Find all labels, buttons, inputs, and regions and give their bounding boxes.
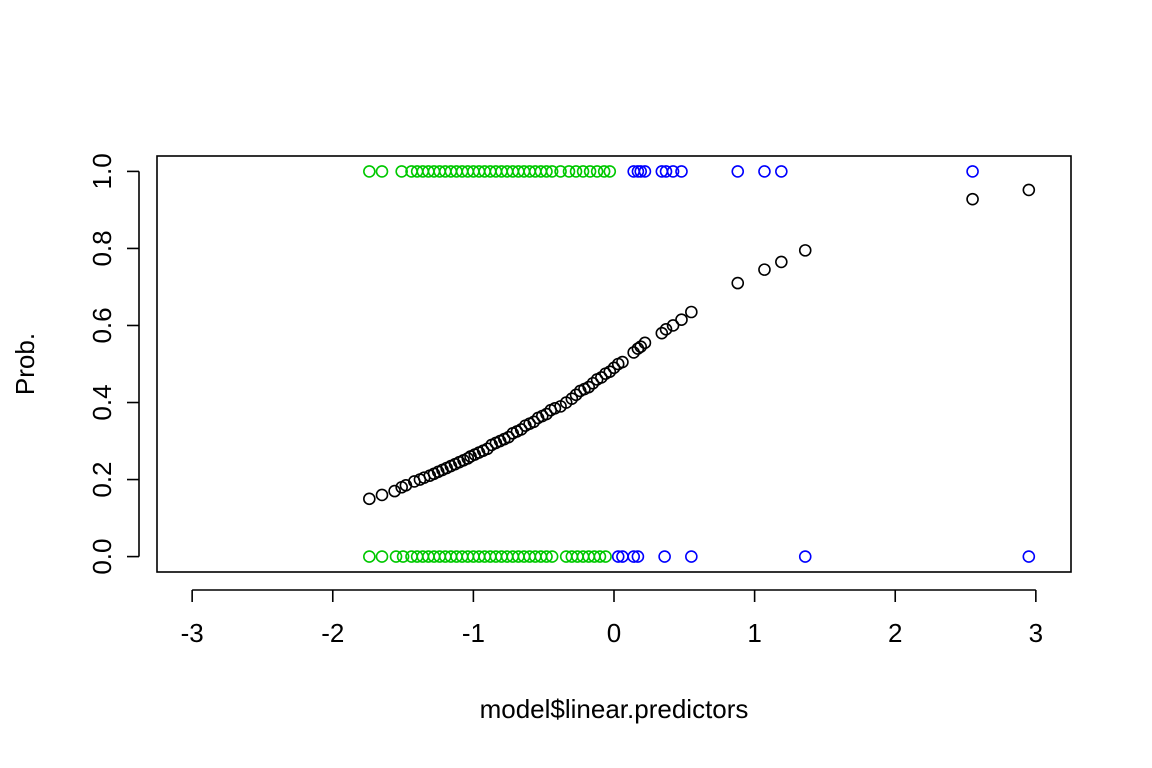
y-axis: 0.0 0.2 0.4 0.6 0.8 1.0 [87,153,140,575]
data-point [565,392,579,405]
data-point [675,165,688,178]
data-point [389,550,403,563]
data-point [611,550,625,563]
y-tick-label: 0.6 [87,307,117,343]
data-points [363,165,1036,563]
data-point [481,442,494,456]
data-point [731,276,745,290]
data-point [655,326,669,340]
data-point [658,550,671,563]
data-point [1022,183,1036,197]
data-point [659,165,673,178]
data-point [666,165,680,178]
data-point [396,550,410,563]
data-point [375,165,389,178]
data-point [375,550,389,563]
data-point [388,484,401,498]
y-tick-label: 0.4 [87,384,117,420]
data-point [583,165,597,178]
data-point [395,165,408,178]
data-point [666,319,680,332]
data-point [634,165,648,178]
x-tick-label: -2 [321,618,344,648]
data-point [685,550,698,563]
data-point [540,165,553,178]
data-point [540,550,553,563]
data-point [607,361,621,375]
data-point [548,401,562,415]
data-point [502,430,515,444]
data-point [1022,550,1036,563]
data-point [569,388,583,402]
data-point [554,165,567,178]
data-point [638,165,652,178]
data-point [593,550,607,563]
data-point [758,165,771,178]
data-point [461,452,475,465]
data-point [731,165,745,178]
data-point [590,165,604,178]
x-tick-label: -3 [181,618,204,648]
data-point [363,165,376,178]
data-point [514,423,528,436]
data-point [599,550,612,563]
x-tick-label: -1 [462,618,485,648]
x-axis-title: model$linear.predictors [480,694,749,724]
data-point [638,336,652,350]
x-axis: -3 -2 -1 0 1 2 3 [181,589,1043,648]
x-tick-label: 0 [607,618,621,648]
data-point [685,305,698,319]
data-point [758,263,771,276]
data-point [616,355,629,369]
data-point [363,550,376,563]
data-point [675,313,688,327]
y-tick-label: 0.2 [87,461,117,497]
data-point [576,165,590,178]
data-point [631,550,645,563]
data-point [527,415,541,429]
x-tick-label: 2 [888,618,902,648]
y-tick-label: 1.0 [87,153,117,189]
data-point [586,376,600,390]
data-point [375,488,389,502]
data-point [798,244,812,257]
data-point [540,407,553,421]
data-point [603,165,617,178]
y-axis-title: Prob. [10,333,40,395]
data-point [603,365,617,379]
x-tick-label: 3 [1029,618,1043,648]
data-point [966,165,979,178]
data-point [775,255,788,269]
data-point [545,550,559,563]
plot-frame [156,155,1072,573]
y-tick-label: 0.0 [87,539,117,575]
data-point [798,550,812,563]
data-point [597,165,611,178]
y-tick-label: 0.8 [87,230,117,266]
data-point [569,165,583,178]
data-point [562,165,576,178]
data-point [966,192,979,206]
data-point [363,492,376,506]
data-point [775,165,788,178]
data-point [627,550,640,563]
x-tick-label: 1 [747,618,761,648]
data-point [582,380,595,394]
data-point [545,165,559,178]
data-point [634,340,648,353]
data-point [659,323,673,336]
data-point [595,371,608,384]
